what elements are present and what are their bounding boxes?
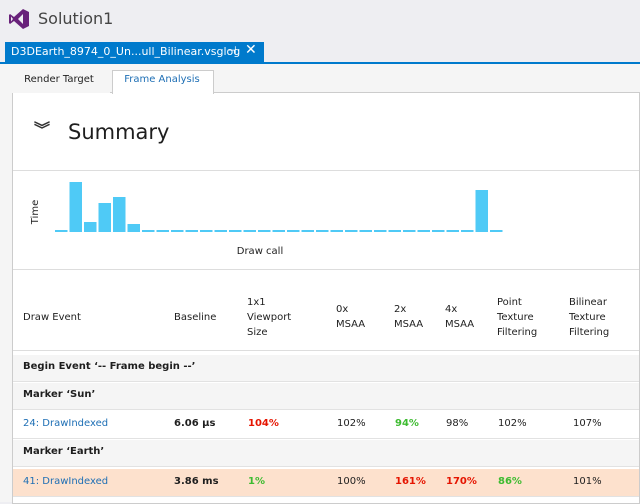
group-label: Begin Event ‘-- Frame begin --’ (23, 361, 196, 372)
bar (185, 230, 198, 232)
bar (316, 230, 329, 232)
x-axis-label: Draw call (237, 246, 283, 257)
bar (229, 230, 242, 232)
bar (113, 197, 126, 232)
column-header: 1x1 Viewport Size (247, 296, 292, 338)
header-bottom (13, 350, 639, 351)
variant-value: 104% (248, 418, 279, 429)
draw-call-row[interactable] (13, 469, 639, 497)
bar (490, 230, 503, 232)
collapse-chevron[interactable]: ︾ (34, 120, 51, 139)
group-row (13, 440, 639, 467)
variant-value: 107% (573, 418, 602, 429)
window-title: Solution1 (38, 9, 114, 28)
bar (258, 230, 271, 232)
variant-value: 161% (395, 476, 426, 487)
bar (330, 230, 343, 232)
bar (359, 230, 372, 232)
bar (403, 230, 416, 232)
document-tab[interactable]: D3DEarth_8974_0_Un...ull_Bilinear.vsglog… (5, 42, 264, 63)
summary-title: Summary (68, 120, 170, 144)
variant-value: 101% (573, 476, 602, 487)
variant-value: 86% (498, 476, 522, 487)
variant-value: 1% (248, 476, 265, 487)
variant-value: 98% (446, 418, 469, 429)
draw-call-link[interactable]: 24: DrawIndexed (23, 418, 109, 429)
group-label: Marker ‘Sun’ (23, 389, 96, 400)
variant-value: 170% (446, 476, 477, 487)
tab-underline (0, 62, 640, 64)
separator (13, 170, 639, 171)
bar (287, 230, 300, 232)
bar (98, 203, 111, 232)
column-header: Point Texture Filtering (497, 296, 538, 338)
bar (127, 224, 140, 232)
bar (243, 230, 256, 232)
draw-call-link[interactable]: 41: DrawIndexed (23, 476, 109, 487)
group-row (13, 383, 639, 410)
bar (171, 230, 184, 232)
vs-logo (9, 9, 29, 29)
bar (200, 230, 213, 232)
bar (388, 230, 401, 232)
bar (374, 230, 387, 232)
bar (475, 190, 488, 232)
y-axis-label: Time (30, 200, 41, 225)
baseline: 6.06 µs (174, 418, 216, 429)
variant-value: 102% (337, 418, 366, 429)
variant-value: 100% (337, 476, 366, 487)
bar (272, 230, 285, 232)
tab-label: Frame Analysis (124, 74, 200, 85)
variant-value: 102% (498, 418, 527, 429)
close-icon[interactable]: ✕ (245, 42, 257, 58)
draw-call-row[interactable] (13, 411, 639, 439)
bar (301, 230, 314, 232)
bar (156, 230, 169, 232)
pin-icon[interactable]: ⊣ (227, 44, 237, 57)
bar (446, 230, 459, 232)
column-header: 2x MSAA (394, 304, 424, 330)
group-label: Marker ‘Earth’ (23, 446, 105, 457)
bar (417, 230, 430, 232)
bar (461, 230, 474, 232)
variant-value: 94% (395, 418, 419, 429)
column-header: 0x MSAA (336, 304, 366, 330)
column-header: 4x MSAA (445, 304, 475, 330)
column-header: Baseline (174, 312, 217, 323)
baseline: 3.86 ms (174, 476, 219, 487)
tab[interactable] (112, 70, 214, 94)
bar (214, 230, 227, 232)
bar (69, 182, 82, 232)
column-header: Bilinear Texture Filtering (569, 296, 610, 338)
separator (13, 269, 639, 270)
bar (432, 230, 445, 232)
column-header: Draw Event (23, 312, 81, 323)
group-row (13, 355, 639, 382)
document-tab-title: D3DEarth_8974_0_Un...ull_Bilinear.vsglog (11, 45, 241, 58)
tab[interactable] (10, 70, 110, 93)
bar (345, 230, 358, 232)
bar (84, 222, 97, 232)
bar (55, 230, 68, 232)
chart: Time Draw call (30, 182, 503, 257)
tab-label: Render Target (24, 74, 94, 85)
bar (142, 230, 155, 232)
